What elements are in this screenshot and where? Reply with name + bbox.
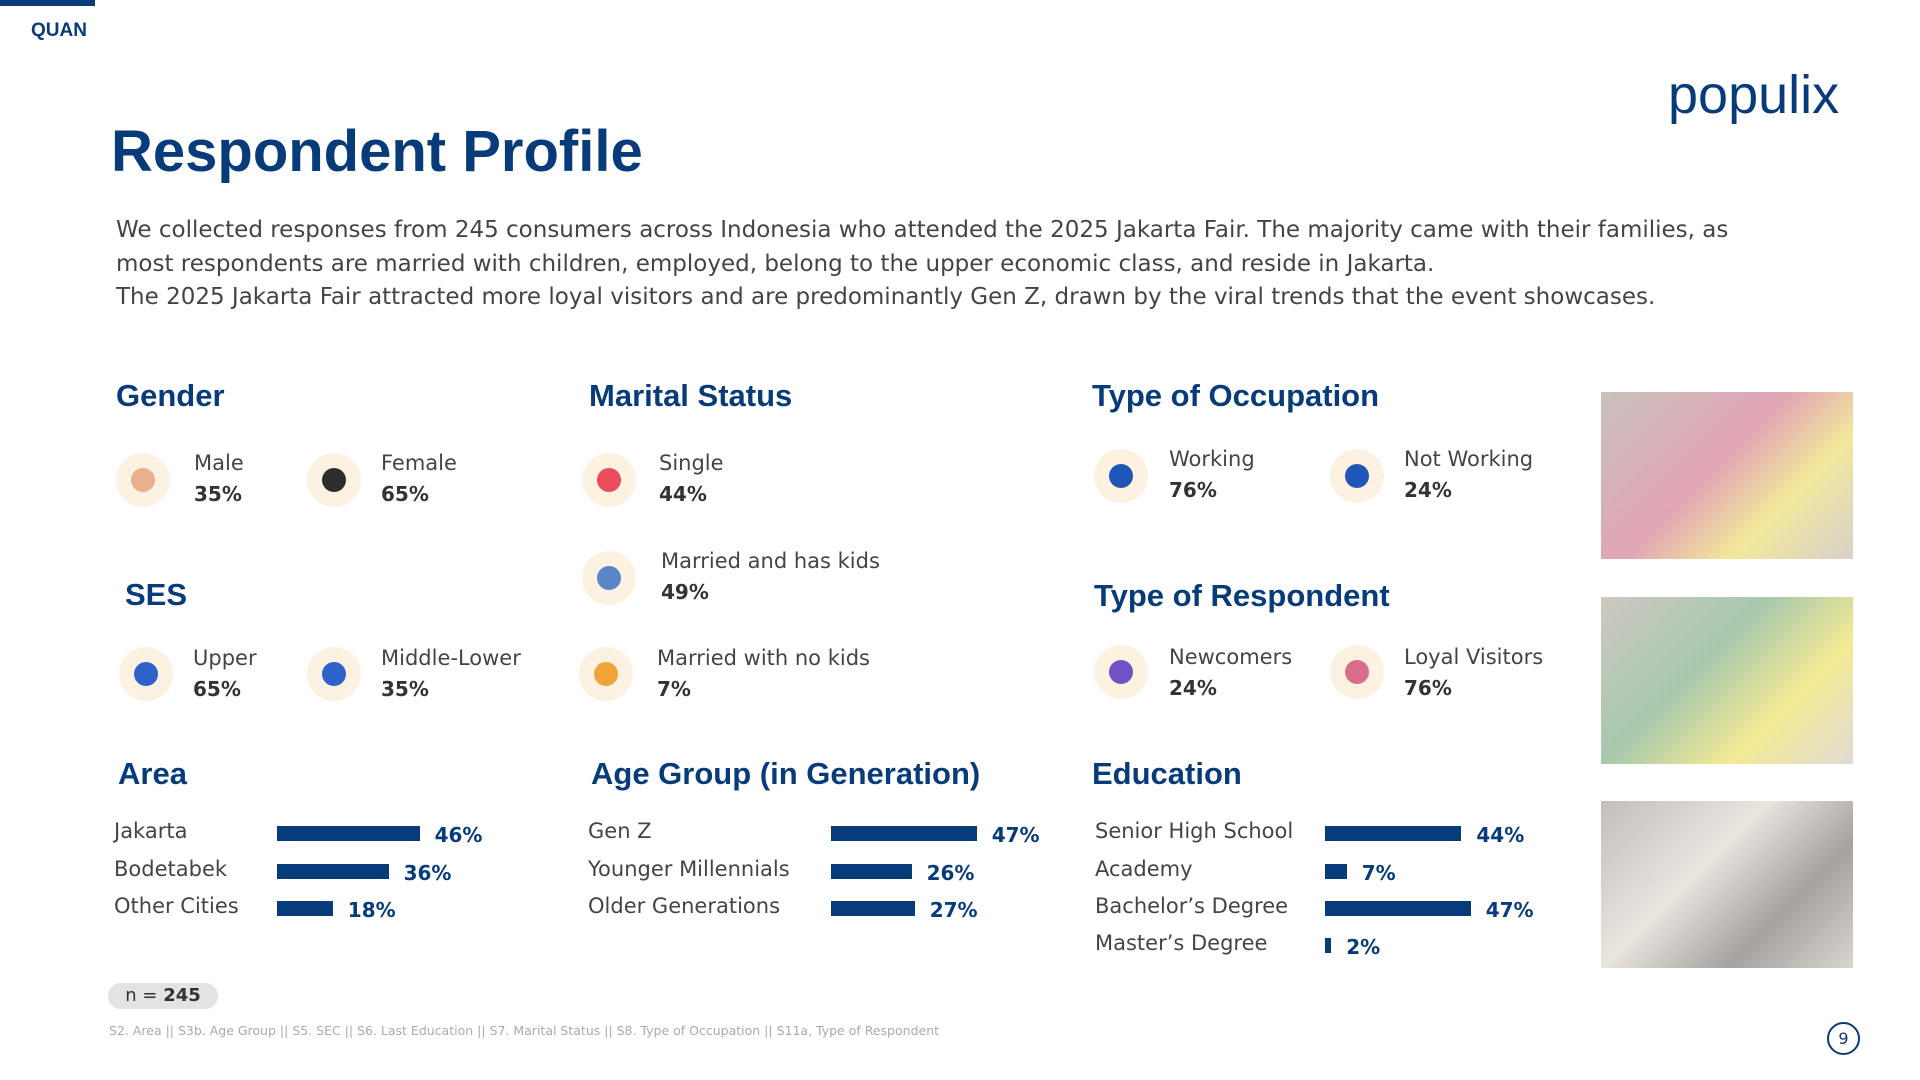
- sample-label: n =: [125, 985, 158, 1006]
- bar-label: Older Generations: [588, 894, 781, 918]
- stat-value: 35%: [194, 482, 242, 506]
- icon-shape: [1345, 660, 1369, 684]
- bar-label: Other Cities: [114, 894, 239, 918]
- sample-value: 245: [163, 985, 201, 1006]
- bar: [1325, 938, 1332, 953]
- icon: [579, 647, 633, 701]
- footnote: S2. Area || S3b. Age Group || S5. SEC ||…: [109, 1023, 940, 1038]
- intro-paragraph: The 2025 Jakarta Fair attracted more loy…: [116, 284, 1656, 310]
- bar-label: Bachelor’s Degree: [1095, 894, 1289, 918]
- bar: [1325, 901, 1471, 916]
- bar: [1325, 864, 1347, 879]
- bar-value-label: 26%: [926, 861, 975, 885]
- bar: [831, 864, 912, 879]
- bar: [831, 826, 977, 841]
- bar: [1325, 826, 1462, 841]
- bar-value-label: 36%: [403, 861, 452, 885]
- stat-label: Upper: [193, 646, 257, 670]
- photo: [1601, 597, 1853, 764]
- bar-label: Master’s Degree: [1095, 931, 1268, 955]
- bar: [277, 901, 333, 916]
- stat-label: Loyal Visitors: [1404, 645, 1544, 669]
- section-heading: Type of Respondent: [1094, 578, 1390, 613]
- bar-label: Bodetabek: [114, 857, 228, 881]
- icon: [1094, 449, 1148, 503]
- icon-shape: [134, 662, 158, 686]
- stat-value: 44%: [659, 482, 707, 506]
- icon: [307, 647, 361, 701]
- icon: [582, 453, 636, 507]
- icon-shape: [594, 662, 618, 686]
- intro-paragraph: We collected responses from 245 consumer…: [116, 217, 1729, 277]
- stat-label: Married and has kids: [661, 549, 880, 573]
- bar-value-label: 7%: [1361, 861, 1396, 885]
- bar-label: Younger Millennials: [588, 857, 790, 881]
- bar: [277, 826, 420, 841]
- icon-shape: [322, 468, 346, 492]
- bar-label: Senior High School: [1095, 819, 1294, 843]
- stat-value: 65%: [381, 482, 429, 506]
- stat-label: Middle-Lower: [381, 646, 521, 670]
- bar-label: Jakarta: [114, 819, 188, 843]
- stat-value: 35%: [381, 677, 429, 701]
- icon-shape: [1345, 464, 1369, 488]
- icon: [1094, 645, 1148, 699]
- bar-value-label: 2%: [1346, 935, 1381, 959]
- intro: We collected responses from 245 consumer…: [116, 214, 1736, 315]
- stat-value: 24%: [1404, 478, 1452, 502]
- section-heading: Age Group (in Generation): [591, 756, 981, 791]
- stat-label: Female: [381, 451, 457, 475]
- stat-value: 49%: [661, 580, 709, 604]
- bar: [277, 864, 389, 879]
- icon: [1330, 449, 1384, 503]
- bar-label: Academy: [1095, 857, 1193, 881]
- icon-shape: [131, 468, 155, 492]
- title: Respondent Profile: [111, 119, 643, 184]
- section-heading: Gender: [116, 378, 225, 413]
- stat-label: Married with no kids: [657, 646, 870, 670]
- photo: [1601, 801, 1853, 968]
- section-heading: Education: [1092, 756, 1242, 791]
- icon-shape: [597, 468, 621, 492]
- bar-value-label: 47%: [991, 823, 1040, 847]
- section-heading: Area: [118, 756, 187, 791]
- badge: QUAN: [31, 20, 87, 41]
- bar-value-label: 44%: [1476, 823, 1525, 847]
- icon: [582, 551, 636, 605]
- stat-label: Male: [194, 451, 244, 475]
- page-number: 9: [1827, 1022, 1860, 1055]
- icon: [1330, 645, 1384, 699]
- bar-value-label: 18%: [347, 898, 396, 922]
- photo: [1601, 392, 1853, 559]
- bar: [831, 901, 915, 916]
- stat-label: Not Working: [1404, 447, 1534, 471]
- section-heading: Type of Occupation: [1092, 378, 1380, 413]
- bar-value-label: 47%: [1485, 898, 1534, 922]
- stat-value: 24%: [1169, 676, 1217, 700]
- icon-shape: [1109, 464, 1133, 488]
- stat-label: Newcomers: [1169, 645, 1293, 669]
- icon: [307, 453, 361, 507]
- bar-value-label: 46%: [434, 823, 483, 847]
- stat-label: Single: [659, 451, 724, 475]
- stat-label: Working: [1169, 447, 1255, 471]
- stat-value: 76%: [1169, 478, 1217, 502]
- icon: [119, 647, 173, 701]
- icon-shape: [1109, 660, 1133, 684]
- icon-shape: [597, 566, 621, 590]
- logo: populix: [1668, 65, 1840, 125]
- icon: [116, 453, 170, 507]
- bar-label: Gen Z: [588, 819, 652, 843]
- bar-value-label: 27%: [929, 898, 978, 922]
- section-heading: Marital Status: [589, 378, 793, 413]
- section-heading: SES: [125, 577, 188, 612]
- badge-bar: [0, 0, 95, 6]
- sample-size: n = 245: [108, 983, 218, 1009]
- stat-value: 7%: [657, 677, 691, 701]
- icon-shape: [322, 662, 346, 686]
- stat-value: 76%: [1404, 676, 1452, 700]
- stat-value: 65%: [193, 677, 241, 701]
